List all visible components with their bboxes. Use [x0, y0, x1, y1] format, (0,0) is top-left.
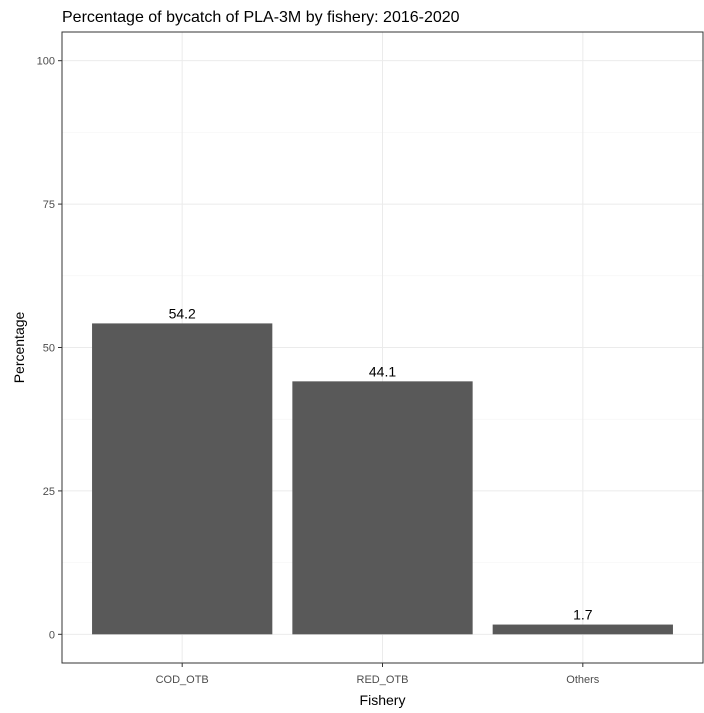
data-label: 44.1: [369, 363, 396, 379]
chart-title: Percentage of bycatch of PLA-3M by fishe…: [62, 9, 460, 26]
y-tick-label: 50: [43, 343, 55, 355]
axes: 0 25 50 75 100 COD_OTB RED_OTB Others: [37, 56, 600, 686]
x-tick-label: Others: [566, 674, 600, 686]
y-tick-label: 75: [43, 199, 55, 211]
x-axis-title: Fishery: [360, 692, 406, 708]
data-label: 1.7: [573, 607, 593, 623]
y-tick-label: 100: [37, 56, 55, 68]
y-axis-title: Percentage: [11, 311, 27, 383]
bar: [292, 381, 473, 635]
y-tick-label: 25: [43, 486, 55, 498]
y-tick-label: 0: [49, 629, 55, 641]
bar: [492, 624, 673, 635]
x-tick-label: COD_OTB: [156, 674, 209, 686]
data-labels: 54.2 44.1 1.7: [169, 305, 593, 622]
bar: [92, 323, 273, 635]
data-label: 54.2: [169, 305, 196, 321]
bars: [92, 323, 673, 635]
x-tick-label: RED_OTB: [357, 674, 409, 686]
plot-border: [61, 31, 704, 664]
